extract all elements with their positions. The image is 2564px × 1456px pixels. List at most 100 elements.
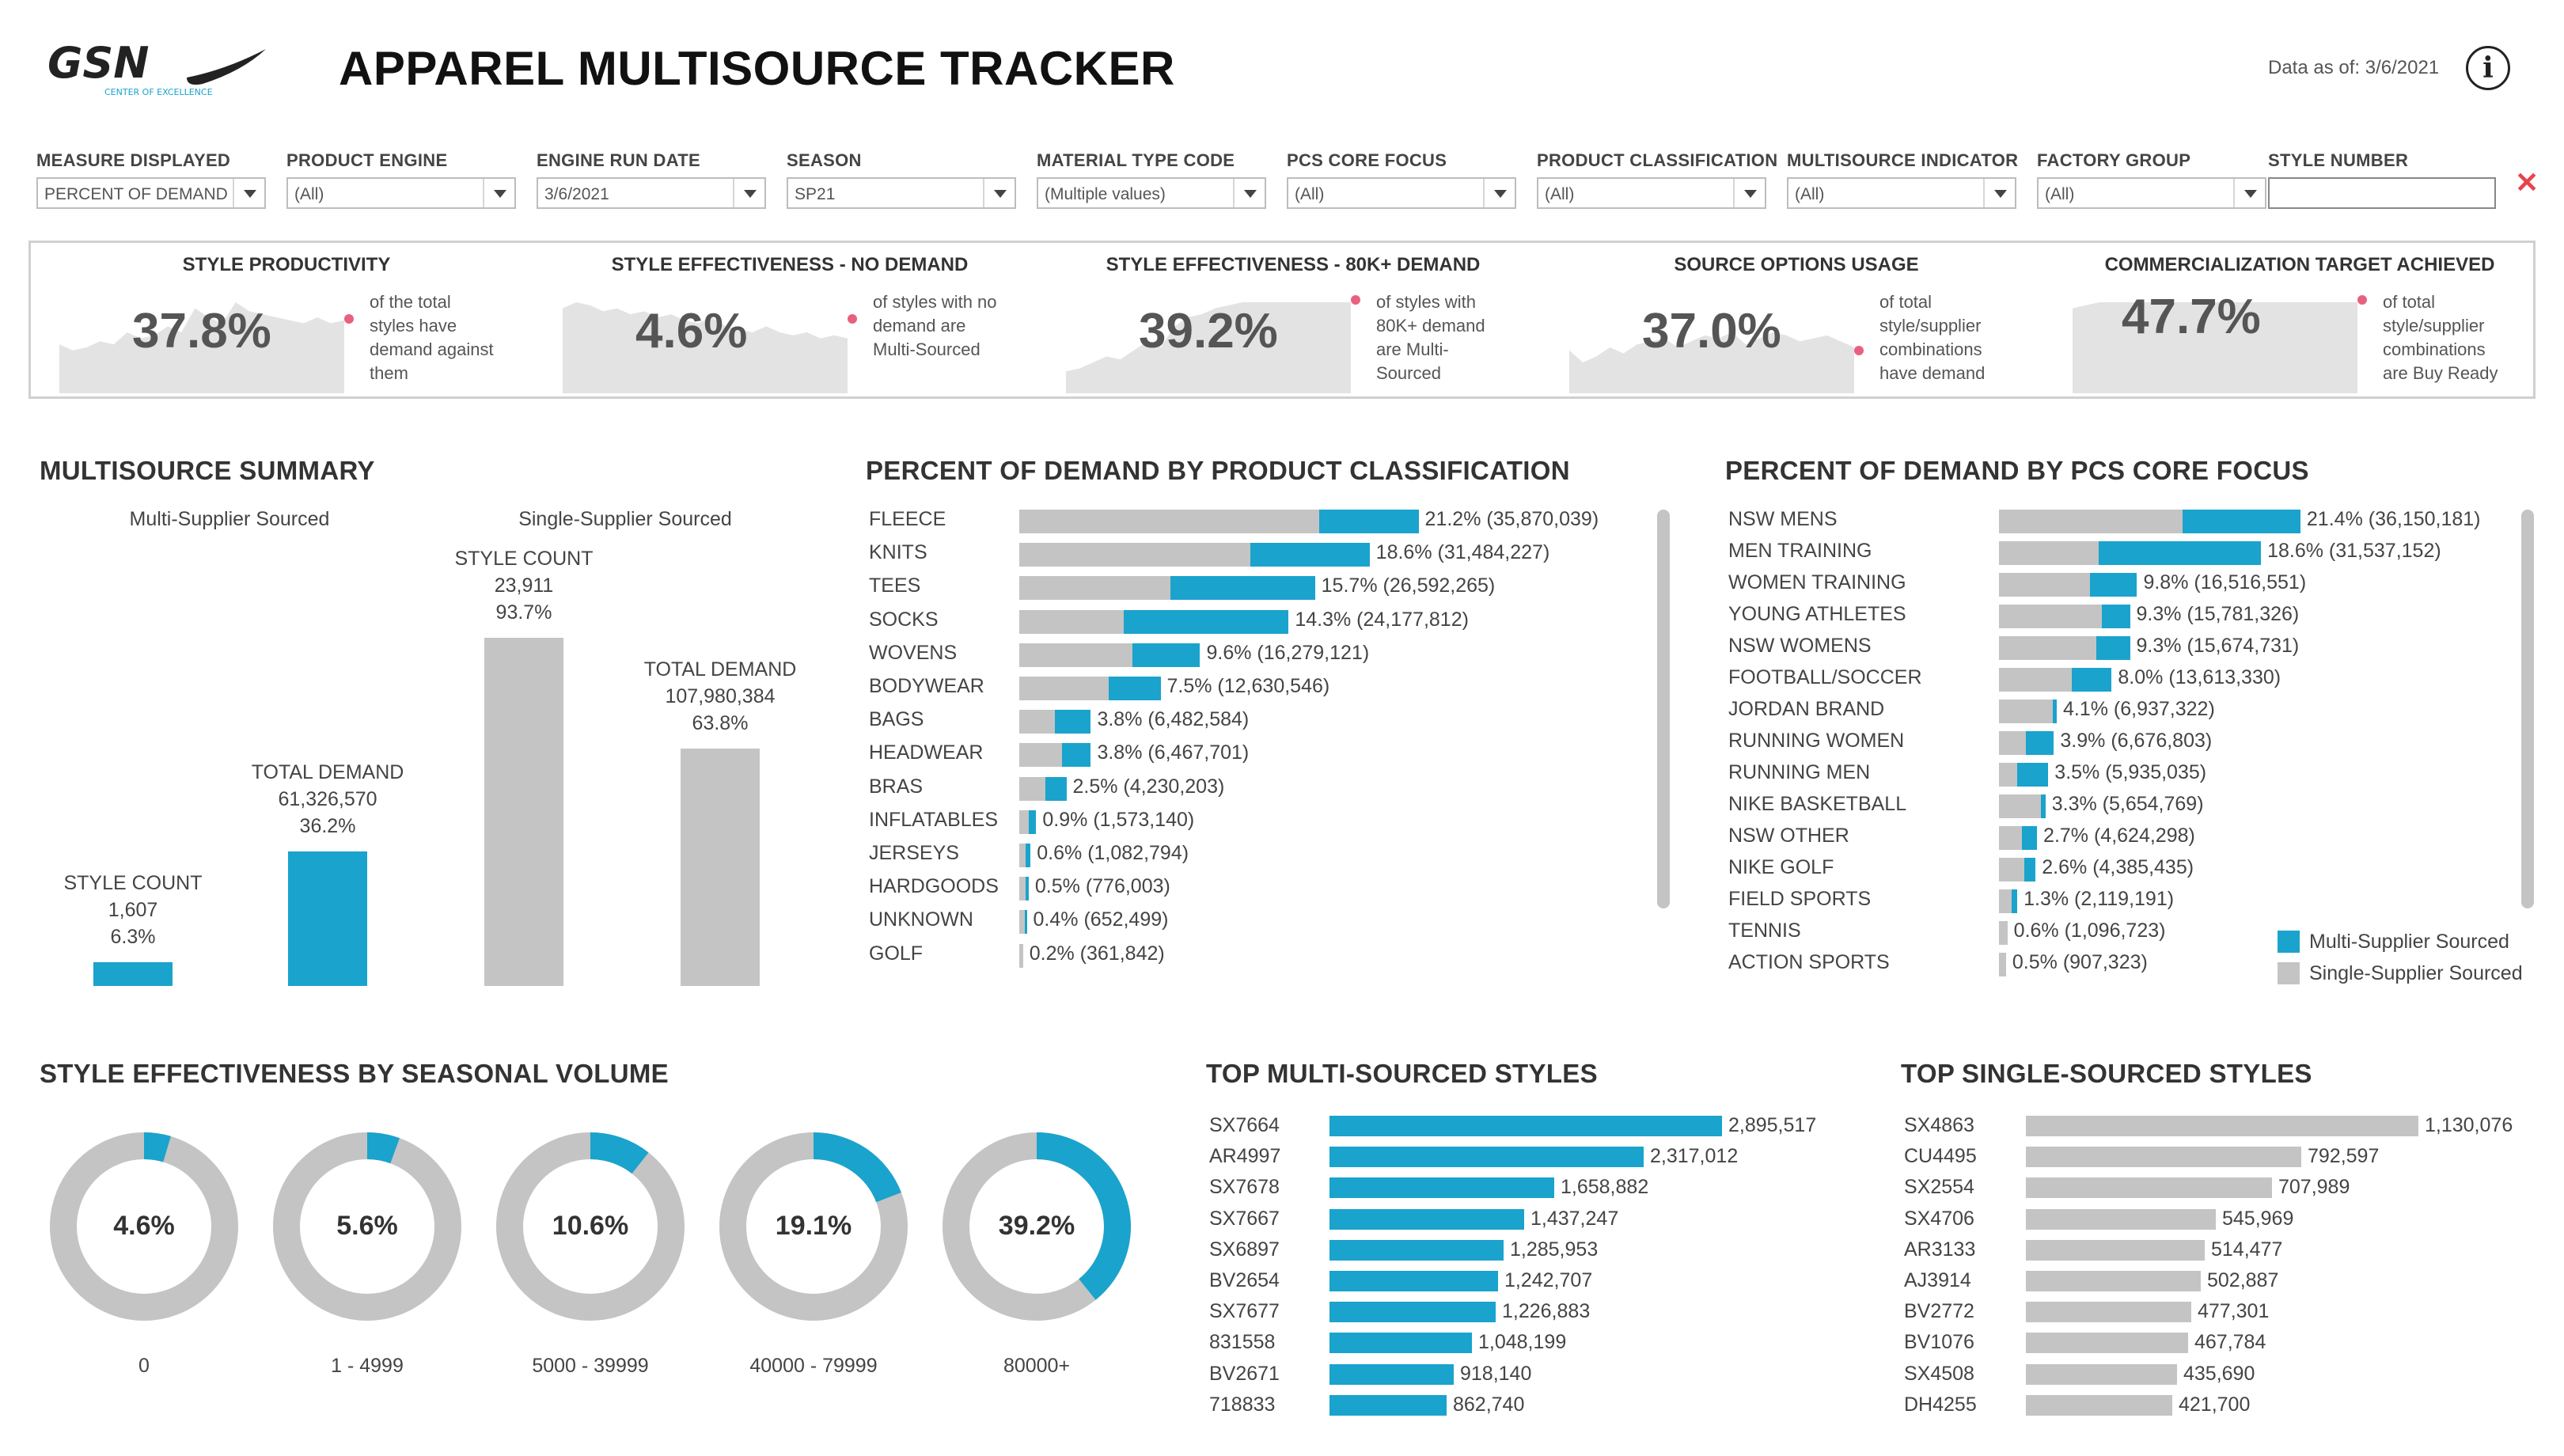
filter-dropdown[interactable]: PERCENT OF DEMAND: [36, 177, 266, 209]
single-supplier-bar[interactable]: [1019, 877, 1026, 901]
multi-supplier-bar[interactable]: [2052, 700, 2057, 723]
single-supplier-bar[interactable]: [1999, 636, 2096, 660]
style-demand-bar[interactable]: [1329, 1208, 1524, 1230]
single-supplier-bar[interactable]: [1999, 541, 2099, 565]
style-demand-bar[interactable]: [1329, 1116, 1722, 1136]
chevron-down-icon[interactable]: [1233, 179, 1265, 207]
multi-supplier-bar[interactable]: [1318, 510, 1419, 533]
multi-supplier-bar[interactable]: [2022, 826, 2038, 850]
single-supplier-bar[interactable]: [1999, 794, 2041, 818]
donut-chart[interactable]: [719, 1132, 908, 1321]
chevron-down-icon[interactable]: [733, 179, 764, 207]
single-supplier-bar[interactable]: [1999, 826, 2023, 850]
single-supplier-bar[interactable]: [1999, 858, 2025, 882]
chevron-down-icon[interactable]: [483, 179, 514, 207]
single-supplier-bar[interactable]: [1019, 910, 1025, 935]
style-demand-bar[interactable]: [1329, 1333, 1472, 1354]
multi-supplier-bar[interactable]: [1055, 710, 1091, 734]
style-demand-bar[interactable]: [2026, 1147, 2301, 1168]
filter-dropdown[interactable]: SP21: [787, 177, 1016, 209]
style-demand-bar[interactable]: [1329, 1363, 1454, 1385]
multi-supplier-bar[interactable]: [1026, 844, 1031, 867]
multi-supplier-bar[interactable]: [2017, 763, 2049, 787]
multi-supplier-bar[interactable]: [1170, 576, 1315, 601]
style-demand-bar[interactable]: [2026, 1116, 2418, 1136]
clear-filter-icon[interactable]: ✕: [2515, 166, 2539, 199]
single-supplier-bar[interactable]: [1019, 710, 1056, 734]
style-demand-bar[interactable]: [2026, 1394, 2172, 1416]
single-supplier-bar[interactable]: [1019, 510, 1319, 533]
multi-supplier-bar[interactable]: [2024, 858, 2036, 882]
filter-dropdown[interactable]: (All): [286, 177, 516, 209]
multi-supplier-bar[interactable]: [1025, 877, 1029, 901]
multi-supplier-bar[interactable]: [1029, 810, 1037, 834]
single-supplier-bar[interactable]: [1019, 609, 1125, 634]
donut-chart[interactable]: [49, 1132, 239, 1321]
single-supplier-bar[interactable]: [1999, 605, 2102, 628]
multi-supplier-bar[interactable]: [2090, 573, 2137, 597]
single-supplier-bar[interactable]: [1999, 953, 2006, 976]
summary-bar[interactable]: [93, 962, 173, 986]
single-supplier-bar[interactable]: [1019, 677, 1109, 700]
chevron-down-icon[interactable]: [983, 179, 1015, 207]
filter-dropdown[interactable]: (All): [1787, 177, 2016, 209]
filter-dropdown[interactable]: 3/6/2021: [537, 177, 766, 209]
single-supplier-bar[interactable]: [1999, 668, 2073, 692]
summary-bar[interactable]: [484, 638, 563, 986]
single-supplier-bar[interactable]: [1019, 643, 1133, 667]
summary-bar[interactable]: [681, 749, 760, 986]
single-supplier-bar[interactable]: [1999, 510, 2183, 533]
style-demand-bar[interactable]: [2026, 1302, 2191, 1323]
single-supplier-bar[interactable]: [1999, 763, 2018, 787]
single-supplier-bar[interactable]: [1999, 700, 2053, 723]
multi-supplier-bar[interactable]: [2026, 731, 2054, 755]
multi-supplier-bar[interactable]: [1024, 910, 1027, 935]
single-supplier-bar[interactable]: [1019, 810, 1030, 834]
multi-supplier-bar[interactable]: [2040, 794, 2046, 818]
single-supplier-bar[interactable]: [1019, 743, 1063, 768]
single-supplier-bar[interactable]: [1999, 889, 2012, 913]
multi-supplier-bar[interactable]: [2099, 541, 2262, 565]
multi-supplier-bar[interactable]: [2096, 636, 2130, 660]
single-supplier-bar[interactable]: [1999, 573, 2091, 597]
style-demand-bar[interactable]: [2026, 1239, 2205, 1261]
multi-supplier-bar[interactable]: [1062, 743, 1091, 768]
multi-supplier-bar[interactable]: [1108, 677, 1161, 700]
summary-bar[interactable]: [288, 851, 367, 986]
style-demand-bar[interactable]: [1329, 1239, 1504, 1261]
style-demand-bar[interactable]: [2026, 1333, 2188, 1354]
pc-scrollbar-thumb[interactable]: [1657, 510, 1670, 908]
multi-supplier-bar[interactable]: [2101, 605, 2130, 628]
chevron-down-icon[interactable]: [1983, 179, 2015, 207]
pcs-scrollbar[interactable]: [2521, 510, 2534, 908]
filter-dropdown[interactable]: (All): [2037, 177, 2266, 209]
pc-scrollbar[interactable]: [1657, 510, 1670, 908]
single-supplier-bar[interactable]: [1999, 921, 2008, 945]
single-supplier-bar[interactable]: [1999, 731, 2027, 755]
single-supplier-bar[interactable]: [1019, 844, 1026, 867]
donut-chart[interactable]: [272, 1132, 462, 1321]
multi-supplier-bar[interactable]: [1250, 543, 1370, 567]
style-demand-bar[interactable]: [2026, 1363, 2177, 1385]
info-icon[interactable]: i: [2466, 46, 2510, 90]
multi-supplier-bar[interactable]: [1132, 643, 1200, 667]
chevron-down-icon[interactable]: [233, 179, 264, 207]
single-supplier-bar[interactable]: [1019, 943, 1023, 968]
style-demand-bar[interactable]: [1329, 1394, 1447, 1416]
single-supplier-bar[interactable]: [1019, 776, 1045, 801]
chevron-down-icon[interactable]: [1483, 179, 1515, 207]
chevron-down-icon[interactable]: [1733, 179, 1765, 207]
multi-supplier-bar[interactable]: [2072, 668, 2112, 692]
style-demand-bar[interactable]: [1329, 1147, 1644, 1168]
style-number-input[interactable]: [2268, 177, 2496, 209]
style-demand-bar[interactable]: [1329, 1271, 1498, 1291]
style-demand-bar[interactable]: [1329, 1302, 1496, 1323]
chevron-down-icon[interactable]: [2233, 179, 2265, 207]
style-demand-bar[interactable]: [2026, 1271, 2201, 1291]
donut-chart[interactable]: [495, 1132, 685, 1321]
filter-dropdown[interactable]: (Multiple values): [1037, 177, 1266, 209]
multi-supplier-bar[interactable]: [1124, 609, 1289, 634]
multi-supplier-bar[interactable]: [2012, 889, 2018, 913]
style-demand-bar[interactable]: [2026, 1177, 2272, 1199]
multi-supplier-bar[interactable]: [2182, 510, 2300, 533]
